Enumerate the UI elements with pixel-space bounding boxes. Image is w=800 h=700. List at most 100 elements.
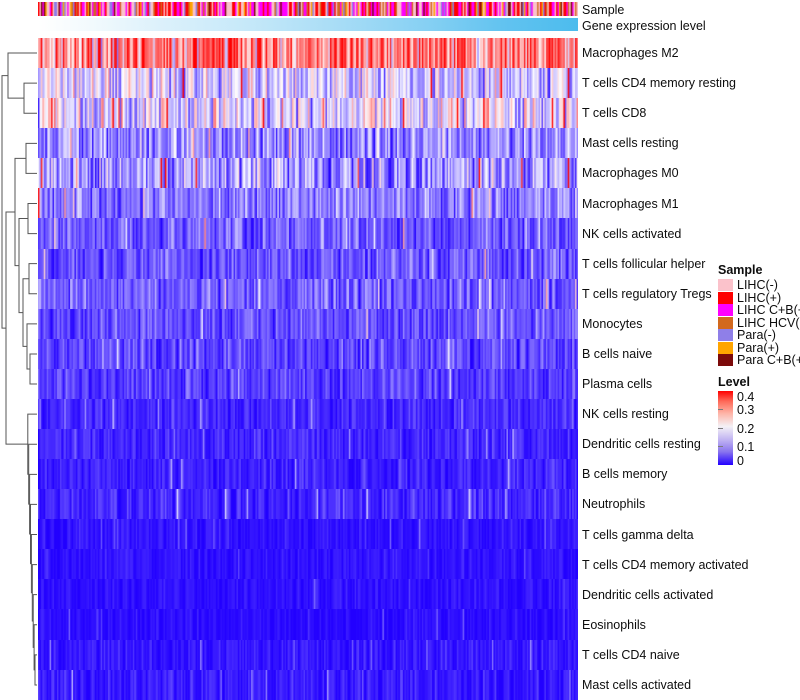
heatmap-row-canvas [38, 128, 578, 159]
sample-legend-items: LIHC(-)LIHC(+)LIHC C+B(+)LIHC HCV(-)Para… [718, 279, 800, 367]
row-dendrogram-svg [1, 52, 37, 686]
heatmap-row [38, 609, 578, 640]
heatmap-row [38, 308, 578, 339]
level-tick-label: 0.2 [737, 421, 755, 436]
heatmap-row-canvas [38, 579, 578, 610]
heatmap-row-canvas [38, 338, 578, 369]
heatmap-row-canvas [38, 459, 578, 490]
heatmap-row-label: T cells CD4 memory resting [582, 76, 736, 91]
heatmap-row-labels: Macrophages M2 T cells CD4 memory resting… [582, 38, 749, 700]
sample-legend-label: Para C+B(+) [737, 353, 800, 368]
level-tick-label: 0 [737, 453, 744, 468]
sample-legend-item[interactable]: Para(-) [718, 329, 800, 342]
heatmap-row [38, 68, 578, 99]
heatmap-row [38, 429, 578, 460]
heatmap-row [38, 188, 578, 219]
sample-legend-swatch [718, 279, 733, 292]
heatmap-row-label: Plasma cells [582, 377, 653, 392]
sample-legend-label: Para(-) [737, 328, 776, 343]
sample-legend-item[interactable]: LIHC HCV(-) [718, 317, 800, 330]
heatmap-row-canvas [38, 38, 578, 69]
heatmap-row [38, 549, 578, 580]
sample-legend-swatch [718, 329, 733, 342]
dendrogram-branch [5, 211, 28, 445]
sample-legend-swatch [718, 291, 733, 304]
heatmap-row-canvas [38, 68, 578, 99]
gene-expression-level-bar [38, 18, 578, 31]
gene-expression-level-label: Gene expression level [582, 19, 706, 33]
sample-annotation-bar [38, 2, 578, 16]
sample-legend-item[interactable]: LIHC C+B(+) [718, 304, 800, 317]
level-tick-mark [718, 427, 723, 429]
heatmap-row-label: T cells follicular helper [582, 256, 706, 271]
heatmap-row-label: T cells CD4 memory activated [582, 557, 749, 572]
heatmap-row-label: T cells gamma delta [582, 527, 694, 542]
heatmap-row-canvas [38, 519, 578, 550]
heatmap-row-label: Macrophages M2 [582, 46, 679, 61]
heatmap-row-label: Monocytes [582, 316, 643, 331]
dendrogram-branch [7, 52, 37, 99]
heatmap-row [38, 669, 578, 700]
dendrogram-branch [34, 654, 37, 686]
level-tick-label: 0.3 [737, 403, 755, 418]
heatmap-row-label: T cells CD8 [582, 106, 647, 121]
sample-legend-label: LIHC(+) [737, 290, 782, 305]
level-legend-title: Level [718, 374, 750, 389]
heatmap-row-canvas [38, 549, 578, 580]
legend-panel: Sample LIHC(-)LIHC(+)LIHC C+B(+)LIHC HCV… [718, 263, 800, 468]
dendrogram-branch [27, 203, 37, 235]
heatmap-row [38, 519, 578, 550]
heatmap-row-canvas [38, 278, 578, 309]
heatmap-row [38, 489, 578, 520]
heatmap-row-label: Mast cells resting [582, 136, 679, 151]
sample-legend-item[interactable]: Para(+) [718, 342, 800, 355]
heatmap-row [38, 38, 578, 69]
heatmap-row [38, 218, 578, 249]
level-tick-mark [718, 409, 723, 411]
heatmap-row-label: NK cells resting [582, 407, 669, 422]
dendrogram-branch [33, 624, 37, 671]
level-tick-label: 0.4 [737, 389, 755, 404]
heatmap-row-canvas [38, 248, 578, 279]
heatmap-row-label: Macrophages M0 [582, 166, 679, 181]
heatmap-row-label: B cells naive [582, 346, 653, 361]
heatmap-row-label: Neutrophils [582, 497, 646, 512]
heatmap-row-canvas [38, 98, 578, 129]
heatmap-row-canvas [38, 398, 578, 430]
dendrogram-branch [22, 278, 29, 347]
sample-legend-swatch [718, 354, 733, 367]
level-legend: Level 0.4 0.3 0.2 0.1 0 [718, 374, 800, 468]
row-dendrogram [0, 38, 38, 700]
sample-legend-item[interactable]: Para C+B(+) [718, 354, 800, 367]
sample-legend-item[interactable]: LIHC(-) [718, 279, 800, 292]
heatmap-row [38, 579, 578, 610]
heatmap-row-label: Eosinophils [582, 617, 646, 632]
heatmap-row [38, 128, 578, 159]
sample-legend-swatch [718, 341, 733, 354]
heatmap-row [38, 248, 578, 279]
heatmap-row-canvas [38, 669, 578, 700]
heatmap-row-canvas [38, 429, 578, 460]
heatmap-row [38, 639, 578, 670]
level-tick-label: 0.1 [737, 440, 755, 455]
heatmap-row [38, 338, 578, 369]
heatmap-row-canvas [38, 609, 578, 640]
heatmap-row-canvas [38, 639, 578, 670]
sample-legend-swatch [718, 304, 733, 317]
heatmap-row-label: NK cells activated [582, 226, 682, 241]
sample-legend-item[interactable]: LIHC(+) [718, 292, 800, 305]
heatmap-row [38, 158, 578, 189]
heatmap-row-label: B cells memory [582, 467, 668, 482]
dendrogram-branch [28, 263, 37, 295]
level-tick-labels: 0.4 0.3 0.2 0.1 0 [737, 389, 793, 468]
heatmap-matrix [38, 38, 578, 700]
heatmap-row-canvas [38, 368, 578, 399]
level-gradient-bar [718, 390, 733, 465]
heatmap-row-label: Dendritic cells activated [582, 587, 714, 602]
heatmap-row-canvas [38, 218, 578, 249]
heatmap-row [38, 398, 578, 430]
dendrogram-branch [29, 353, 37, 385]
level-tick-mark [718, 446, 723, 448]
sample-legend-label: Para(+) [737, 340, 780, 355]
heatmap-row [38, 278, 578, 309]
